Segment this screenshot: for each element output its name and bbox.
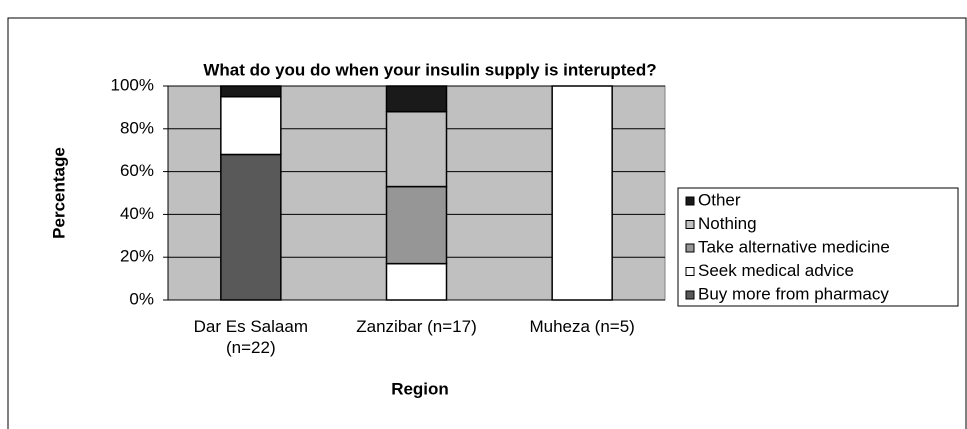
bar-segment <box>385 262 448 301</box>
bar-segment <box>220 95 282 156</box>
y-tick-label: 80% <box>120 118 154 137</box>
y-tick-label: 60% <box>120 161 154 180</box>
bar-segment <box>385 110 448 188</box>
bar-segment <box>220 85 282 98</box>
bar-segment <box>551 85 613 301</box>
legend-label: Seek medical advice <box>698 261 854 280</box>
bar-segment <box>385 85 448 113</box>
legend-label: Buy more from pharmacy <box>698 284 889 303</box>
bar-segment <box>220 153 282 301</box>
legend-label: Take alternative medicine <box>698 237 890 256</box>
chart-title: What do you do when your insulin supply … <box>203 60 656 79</box>
legend-label: Other <box>698 190 741 209</box>
legend-label: Nothing <box>698 214 757 233</box>
x-tick-label: Zanzibar (n=17) <box>356 317 477 336</box>
x-tick-label: Muheza (n=5) <box>529 317 635 336</box>
y-tick-label: 100% <box>111 75 154 94</box>
legend-swatch <box>685 267 695 276</box>
legend-swatch <box>685 243 695 253</box>
legend-swatch <box>685 196 695 206</box>
y-tick-label: 20% <box>120 247 154 266</box>
legend-swatch <box>685 290 695 300</box>
legend-swatch <box>685 220 695 229</box>
x-tick-label: Dar Es Salaam (n=22) <box>193 317 308 357</box>
bar-segment <box>385 185 448 265</box>
y-axis-label: Percentage <box>49 147 68 239</box>
y-tick-label: 40% <box>120 204 154 223</box>
legend-box <box>677 187 959 307</box>
x-axis-label: Region <box>391 379 449 398</box>
y-tick-label: 0% <box>129 289 154 308</box>
